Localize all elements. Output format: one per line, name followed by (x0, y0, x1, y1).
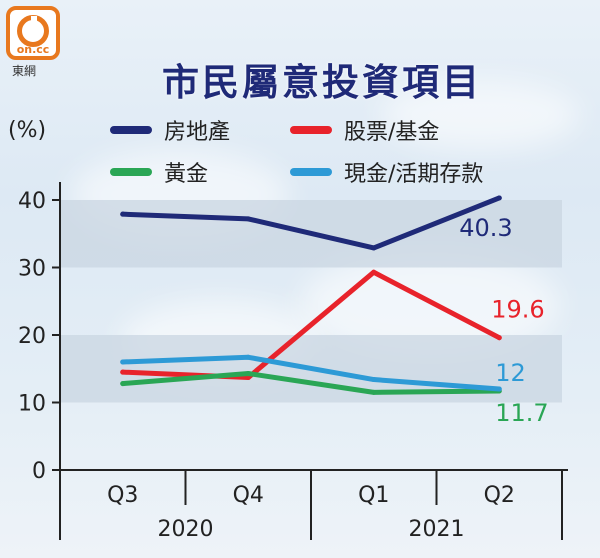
oncc-logo: on.cc (6, 6, 60, 60)
data-point-2-1 (245, 370, 251, 376)
y-tick-label-1: 10 (18, 392, 46, 417)
year-label-2020: 2020 (158, 517, 214, 542)
x-tick-label-q3: Q3 (107, 483, 138, 508)
y-tick-label-2: 20 (18, 324, 46, 349)
series-line-2 (120, 370, 502, 395)
end-value-label-1: 19.6 (491, 296, 544, 324)
legend-item-property: 房地產 (110, 114, 230, 146)
legend-item-stocks: 股票/基金 (290, 114, 439, 146)
series-line-0 (120, 195, 502, 251)
logo-text: on.cc (16, 43, 50, 56)
legend-swatch-stocks (290, 126, 332, 134)
data-point-1-1 (245, 375, 251, 381)
data-point-1-0 (120, 369, 126, 375)
end-value-label-2: 11.7 (495, 399, 548, 427)
data-point-3-2 (371, 377, 377, 383)
legend-swatch-gold (110, 168, 152, 176)
year-label-2021: 2021 (409, 517, 465, 542)
legend-swatch-cash (290, 168, 332, 176)
data-point-3-0 (120, 359, 126, 365)
chart-title: 市民屬意投資項目 (162, 61, 482, 104)
legend-item-gold: 黃金 (110, 156, 208, 188)
x-tick-label-q2: Q2 (484, 483, 515, 508)
legend-swatch-property (110, 126, 152, 134)
y-tick-label-0: 0 (32, 459, 46, 484)
data-point-2-2 (371, 389, 377, 395)
data-point-0-0 (120, 211, 126, 217)
data-point-1-2 (371, 269, 377, 275)
legend-item-cash: 現金/活期存款 (290, 156, 483, 188)
legend-label-cash: 現金/活期存款 (344, 162, 484, 187)
logo-subtitle: 東網 (12, 64, 37, 78)
data-point-2-0 (120, 381, 126, 387)
x-tick-label-q1: Q1 (358, 483, 389, 508)
legend-label-stocks: 股票/基金 (344, 120, 440, 145)
end-value-label-3: 12 (495, 359, 526, 387)
data-point-0-2 (371, 245, 377, 251)
series-line-3 (120, 354, 502, 392)
legend-label-property: 房地產 (164, 120, 231, 145)
data-point-1-3 (496, 335, 502, 341)
data-point-0-3 (496, 195, 502, 201)
x-tick-label-q4: Q4 (233, 483, 264, 508)
y-tick-label-3: 30 (18, 257, 46, 282)
legend-label-gold: 黃金 (164, 162, 209, 187)
power-ring-icon (17, 15, 49, 47)
data-point-3-3 (496, 386, 502, 392)
data-point-0-1 (245, 216, 251, 222)
end-value-label-0: 40.3 (459, 214, 512, 242)
y-tick-label-4: 40 (18, 189, 46, 214)
data-point-3-1 (245, 354, 251, 360)
series-line-1 (120, 269, 502, 381)
y-axis-unit: (%) (8, 118, 47, 143)
